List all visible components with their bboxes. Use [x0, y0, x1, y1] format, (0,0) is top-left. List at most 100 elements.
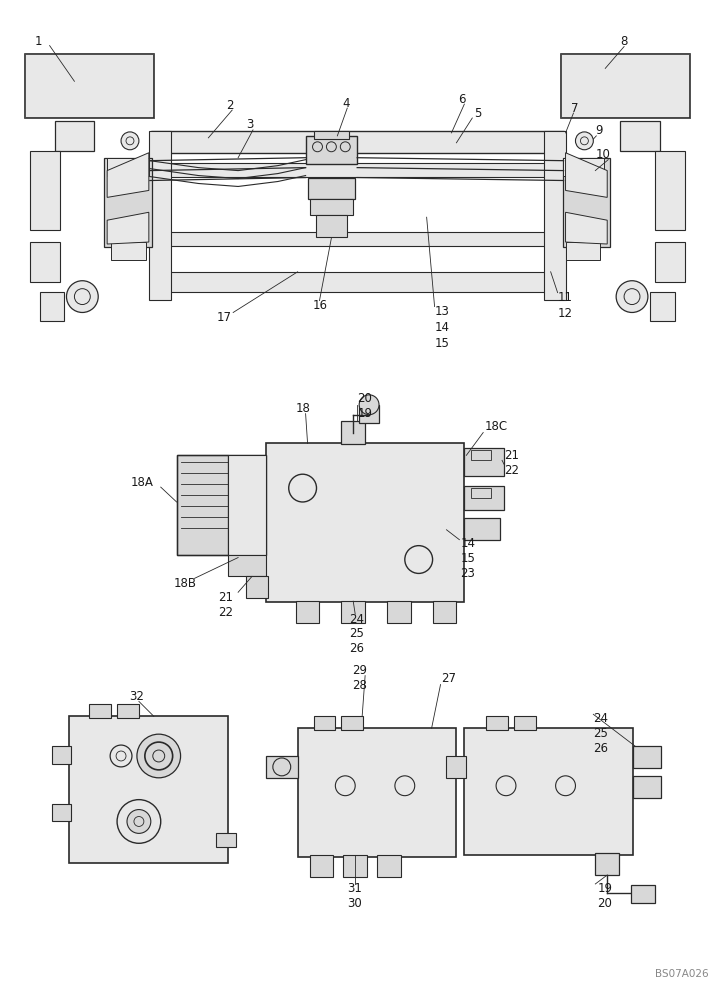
Circle shape	[66, 281, 98, 312]
Circle shape	[616, 281, 648, 312]
Text: 15: 15	[435, 337, 449, 350]
Text: 32: 32	[129, 690, 144, 703]
Bar	[377, 855, 401, 877]
Text: 30: 30	[347, 897, 362, 910]
Text: 19: 19	[598, 882, 612, 895]
Text: 29: 29	[352, 664, 367, 677]
Text: 9: 9	[595, 124, 603, 137]
Text: 16: 16	[312, 299, 328, 312]
Bar	[486, 716, 508, 730]
Text: 11: 11	[557, 291, 572, 304]
Text: 1: 1	[35, 35, 42, 48]
Bar	[266, 443, 464, 602]
Text: 12: 12	[557, 307, 572, 320]
Circle shape	[137, 734, 181, 778]
Bar	[117, 704, 139, 718]
Text: 22: 22	[218, 606, 233, 619]
Bar	[620, 121, 660, 151]
Bar	[296, 601, 320, 623]
Bar	[111, 242, 146, 260]
Bar	[30, 151, 60, 230]
Text: 21: 21	[218, 591, 233, 604]
Bar	[40, 292, 65, 321]
Bar	[631, 885, 655, 903]
Bar	[228, 455, 266, 555]
Bar	[565, 242, 600, 260]
Text: 6: 6	[459, 93, 466, 106]
Bar	[464, 728, 633, 855]
Bar	[150, 232, 564, 246]
Bar	[544, 131, 565, 300]
Bar	[655, 151, 685, 230]
Bar	[633, 776, 661, 798]
Bar	[52, 804, 71, 821]
Bar	[176, 455, 228, 555]
Circle shape	[359, 395, 379, 415]
Text: 21: 21	[504, 449, 519, 462]
Bar	[24, 54, 154, 118]
Bar	[650, 292, 675, 321]
Bar	[52, 746, 71, 764]
Text: 25: 25	[593, 727, 608, 740]
Bar	[464, 486, 504, 510]
Bar	[176, 455, 266, 555]
Bar	[472, 450, 491, 460]
Bar	[313, 716, 336, 730]
Circle shape	[575, 132, 593, 150]
Text: 25: 25	[349, 627, 364, 640]
Text: 18B: 18B	[174, 577, 197, 590]
Circle shape	[127, 810, 150, 833]
Bar	[313, 131, 349, 139]
Circle shape	[121, 132, 139, 150]
Bar	[30, 242, 60, 282]
Bar	[655, 242, 685, 282]
Text: 18C: 18C	[484, 420, 508, 433]
Text: 18: 18	[296, 402, 310, 415]
Text: 17: 17	[216, 311, 231, 324]
Text: 7: 7	[570, 102, 578, 115]
Bar	[387, 601, 411, 623]
Polygon shape	[107, 212, 149, 244]
Bar	[514, 716, 536, 730]
Bar	[315, 215, 347, 237]
Polygon shape	[565, 153, 607, 197]
Bar	[216, 833, 236, 847]
Text: 22: 22	[504, 464, 519, 477]
Text: 28: 28	[352, 679, 367, 692]
Bar	[305, 136, 357, 164]
Bar	[472, 488, 491, 498]
Bar	[341, 601, 365, 623]
Text: 24: 24	[349, 613, 364, 626]
Text: 20: 20	[598, 897, 612, 910]
Bar	[150, 272, 564, 292]
Bar	[297, 728, 456, 857]
Bar	[107, 158, 149, 176]
Text: 26: 26	[349, 642, 364, 655]
Bar	[89, 704, 111, 718]
Text: 10: 10	[595, 148, 610, 161]
Text: 14: 14	[435, 321, 449, 334]
Bar	[24, 54, 154, 118]
Bar	[69, 716, 228, 863]
Bar	[228, 555, 266, 576]
Bar	[150, 163, 564, 177]
Text: 4: 4	[342, 97, 350, 110]
Text: BS07A026: BS07A026	[655, 969, 708, 979]
Text: 3: 3	[246, 118, 253, 131]
Bar	[359, 405, 379, 423]
Bar	[149, 131, 171, 300]
Text: 2: 2	[226, 99, 234, 112]
Bar	[55, 121, 94, 151]
Bar	[307, 178, 355, 199]
Bar	[446, 756, 467, 778]
Bar	[266, 756, 297, 778]
Bar	[561, 54, 690, 118]
Bar	[150, 131, 564, 153]
Text: 19: 19	[357, 407, 372, 420]
Bar	[561, 54, 690, 118]
Text: 8: 8	[620, 35, 628, 48]
Text: 24: 24	[593, 712, 608, 725]
Text: 15: 15	[460, 552, 475, 565]
Bar	[633, 746, 661, 768]
Text: 13: 13	[435, 305, 449, 318]
